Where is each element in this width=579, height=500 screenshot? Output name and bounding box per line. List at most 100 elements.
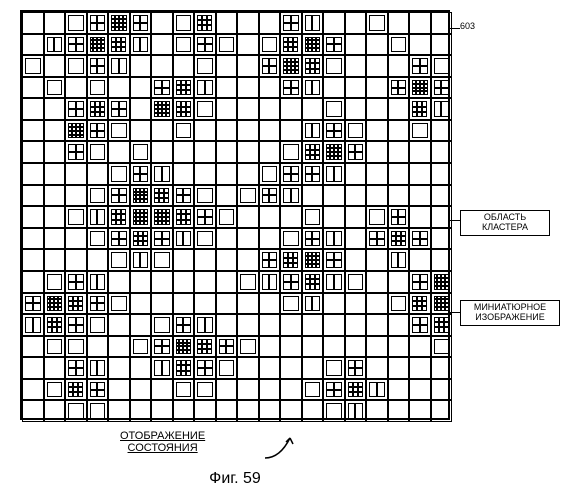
cluster-cell: [194, 55, 216, 77]
grid-cell: [345, 249, 367, 271]
grid-cell: [237, 77, 259, 99]
cluster-cell: [323, 400, 345, 422]
cluster-cell: [237, 271, 259, 293]
cluster-cell: [130, 336, 152, 358]
grid-cell: [216, 55, 238, 77]
cluster-cell: [302, 120, 324, 142]
cluster-cell: [173, 314, 195, 336]
grid-cell: [194, 249, 216, 271]
cluster-cell: [108, 163, 130, 185]
grid-cell: [22, 77, 44, 99]
cluster-cell: [259, 163, 281, 185]
grid-cell: [409, 141, 431, 163]
grid-cell: [22, 98, 44, 120]
cluster-cell: [65, 141, 87, 163]
cluster-cell: [194, 336, 216, 358]
cluster-cell: [87, 314, 109, 336]
cluster-cell: [87, 206, 109, 228]
grid-cell: [431, 185, 453, 207]
cluster-cell: [65, 34, 87, 56]
cluster-cell: [87, 357, 109, 379]
grid-cell: [130, 400, 152, 422]
grid-cell: [237, 12, 259, 34]
grid-cell: [366, 357, 388, 379]
grid-cell: [345, 206, 367, 228]
cluster-cell: [302, 77, 324, 99]
grid-cell: [173, 141, 195, 163]
grid-cell: [431, 249, 453, 271]
grid-cell: [388, 98, 410, 120]
cluster-cell: [173, 379, 195, 401]
cluster-cell: [44, 336, 66, 358]
grid-cell: [194, 271, 216, 293]
grid-cell: [366, 34, 388, 56]
grid-cell: [65, 249, 87, 271]
cluster-cell: [87, 120, 109, 142]
cluster-cell: [44, 314, 66, 336]
grid-cell: [366, 249, 388, 271]
cluster-cell: [280, 271, 302, 293]
grid-cell: [151, 379, 173, 401]
grid-cell: [22, 400, 44, 422]
grid-cell: [388, 163, 410, 185]
grid-cell: [302, 400, 324, 422]
cluster-cell: [280, 163, 302, 185]
grid-cell: [431, 34, 453, 56]
cluster-cell: [302, 34, 324, 56]
cluster-cell: [108, 120, 130, 142]
grid-cell: [323, 314, 345, 336]
cluster-cell: [388, 34, 410, 56]
cluster-cell: [44, 293, 66, 315]
grid-cell: [194, 293, 216, 315]
grid-cell: [216, 249, 238, 271]
cluster-cell: [87, 77, 109, 99]
grid-cell: [151, 400, 173, 422]
cluster-cell: [280, 77, 302, 99]
cluster-cell: [173, 185, 195, 207]
cluster-cell: [151, 163, 173, 185]
cluster-cell: [65, 206, 87, 228]
grid-cell: [388, 12, 410, 34]
grid-cell: [44, 12, 66, 34]
grid-cell: [431, 228, 453, 250]
cluster-cell: [22, 55, 44, 77]
grid-cell: [44, 357, 66, 379]
grid-cell: [237, 98, 259, 120]
grid-cell: [366, 336, 388, 358]
grid-cell: [22, 141, 44, 163]
cluster-cell: [345, 400, 367, 422]
grid-cell: [388, 185, 410, 207]
cluster-cell: [280, 55, 302, 77]
grid-cell: [237, 400, 259, 422]
cluster-cell: [173, 12, 195, 34]
leader-cluster: [448, 220, 460, 221]
grid-cell: [194, 163, 216, 185]
cluster-cell: [108, 34, 130, 56]
cluster-cell: [44, 379, 66, 401]
grid-cell: [259, 357, 281, 379]
grid-cell: [22, 120, 44, 142]
grid-cell: [388, 141, 410, 163]
grid-cell: [22, 379, 44, 401]
cluster-cell: [237, 185, 259, 207]
grid-cell: [44, 400, 66, 422]
grid-cell: [366, 98, 388, 120]
grid-cell: [345, 228, 367, 250]
grid-cell: [151, 12, 173, 34]
cluster-cell: [194, 77, 216, 99]
cluster-cell: [173, 77, 195, 99]
grid-cell: [194, 141, 216, 163]
grid-cell: [130, 293, 152, 315]
figure-number: Фиг. 59: [20, 470, 450, 488]
cluster-cell: [280, 185, 302, 207]
cluster-cell: [431, 271, 453, 293]
cluster-cell: [65, 293, 87, 315]
cluster-cell: [409, 314, 431, 336]
grid-cell: [108, 400, 130, 422]
grid-cell: [237, 379, 259, 401]
grid-cell: [280, 379, 302, 401]
grid-cell: [216, 400, 238, 422]
cluster-cell: [345, 141, 367, 163]
cluster-cell: [87, 55, 109, 77]
cluster-cell: [108, 12, 130, 34]
